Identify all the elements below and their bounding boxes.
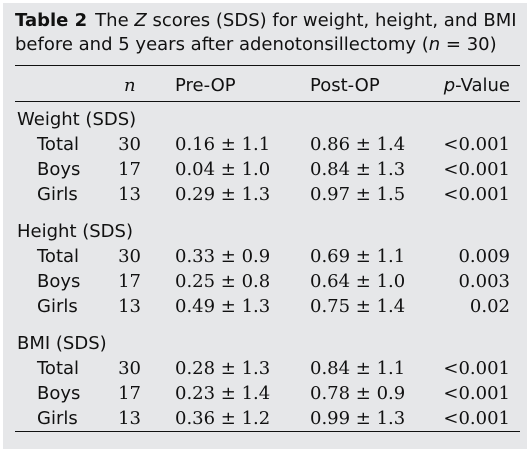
row-label: Girls — [37, 408, 78, 429]
top-rule — [15, 65, 520, 66]
cell-n: 30 — [118, 134, 141, 155]
header-pre-op: Pre-OP — [175, 75, 236, 96]
group-title: Weight (SDS) — [17, 109, 137, 130]
cell-p-value: <0.001 — [443, 408, 510, 429]
cell-n: 13 — [118, 184, 141, 205]
cell-pre-op: 0.33 ± 0.9 — [175, 246, 271, 267]
cell-pre-op: 0.49 ± 1.3 — [175, 296, 271, 317]
table-caption: Table 2 The Z scores (SDS) for weight, he… — [15, 9, 520, 57]
cell-pre-op: 0.23 ± 1.4 — [175, 383, 271, 404]
cell-post-op: 0.69 ± 1.1 — [310, 246, 406, 267]
cell-n: 13 — [118, 296, 141, 317]
cell-post-op: 0.84 ± 1.3 — [310, 159, 406, 180]
caption-line-1: Table 2 The Z scores (SDS) for weight, he… — [15, 10, 517, 31]
group-title: Height (SDS) — [17, 221, 133, 242]
row-label: Total — [37, 134, 80, 155]
caption-label: Table 2 — [15, 10, 88, 31]
cell-p-value: <0.001 — [443, 159, 510, 180]
cell-post-op: 0.78 ± 0.9 — [310, 383, 406, 404]
cell-post-op: 0.75 ± 1.4 — [310, 296, 406, 317]
header-n: n — [124, 75, 136, 96]
cell-p-value: <0.001 — [443, 134, 510, 155]
cell-pre-op: 0.29 ± 1.3 — [175, 184, 271, 205]
cell-p-value: <0.001 — [443, 358, 510, 379]
cell-post-op: 0.64 ± 1.0 — [310, 271, 406, 292]
table-panel: Table 2 The Z scores (SDS) for weight, he… — [3, 3, 527, 449]
cell-n: 30 — [118, 246, 141, 267]
bottom-rule — [15, 431, 520, 432]
cell-post-op: 0.86 ± 1.4 — [310, 134, 406, 155]
cell-p-value: 0.009 — [458, 246, 510, 267]
header-post-op: Post-OP — [310, 75, 380, 96]
header-rule — [15, 101, 520, 102]
cell-pre-op: 0.25 ± 0.8 — [175, 271, 271, 292]
cell-post-op: 0.97 ± 1.5 — [310, 184, 406, 205]
cell-n: 17 — [118, 271, 141, 292]
cell-n: 17 — [118, 159, 141, 180]
row-label: Total — [37, 246, 80, 267]
caption-line-2: before and 5 years after adenotonsillect… — [15, 34, 497, 55]
cell-p-value: <0.001 — [443, 383, 510, 404]
cell-p-value: <0.001 — [443, 184, 510, 205]
cell-pre-op: 0.04 ± 1.0 — [175, 159, 271, 180]
cell-pre-op: 0.16 ± 1.1 — [175, 134, 271, 155]
cell-n: 13 — [118, 408, 141, 429]
cell-n: 30 — [118, 358, 141, 379]
cell-p-value: 0.02 — [469, 296, 510, 317]
row-label: Girls — [37, 296, 78, 317]
cell-pre-op: 0.28 ± 1.3 — [175, 358, 271, 379]
row-label: Boys — [37, 159, 81, 180]
header-p-value: p-Value — [443, 75, 510, 96]
group-title: BMI (SDS) — [17, 333, 107, 354]
cell-pre-op: 0.36 ± 1.2 — [175, 408, 271, 429]
cell-p-value: 0.003 — [458, 271, 510, 292]
cell-post-op: 0.84 ± 1.1 — [310, 358, 406, 379]
row-label: Girls — [37, 184, 78, 205]
row-label: Total — [37, 358, 80, 379]
row-label: Boys — [37, 271, 81, 292]
row-label: Boys — [37, 383, 81, 404]
cell-n: 17 — [118, 383, 141, 404]
cell-post-op: 0.99 ± 1.3 — [310, 408, 406, 429]
